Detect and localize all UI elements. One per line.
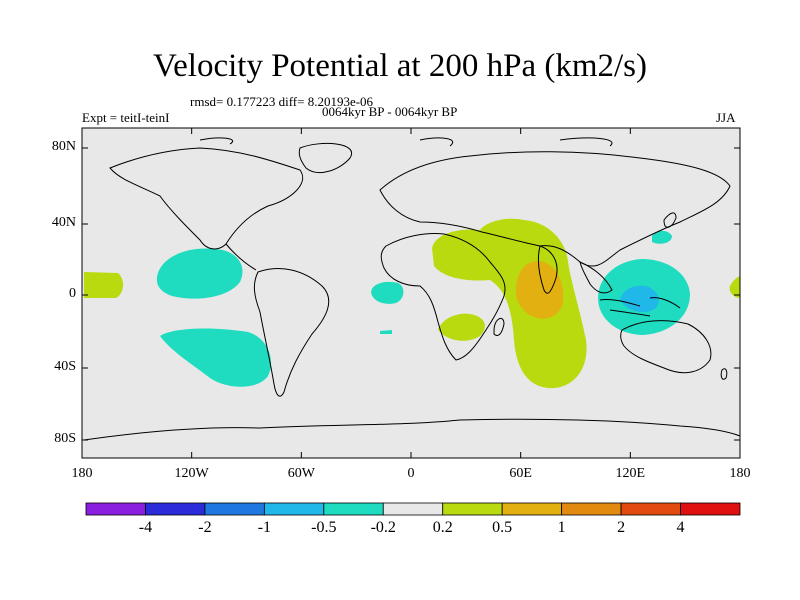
coast-australia bbox=[620, 320, 712, 374]
colorbar-swatch bbox=[620, 502, 681, 516]
coast-india bbox=[537, 245, 558, 294]
colorbar-label: -4 bbox=[138, 519, 153, 536]
pos-region-dateline-west bbox=[84, 272, 124, 298]
coast-new-zealand bbox=[720, 368, 728, 380]
coast-central-america bbox=[225, 243, 257, 271]
neg-region-east-pacific bbox=[156, 248, 243, 299]
lat-tick-label: 80N bbox=[51, 139, 76, 154]
colorbar-label: 0.2 bbox=[432, 519, 453, 536]
colorbar-label: 0.5 bbox=[492, 519, 513, 536]
lon-tick-label: 60W bbox=[287, 466, 315, 481]
lat-tick-label: 0 bbox=[69, 286, 76, 301]
lon-tick-label: 180 bbox=[729, 466, 751, 481]
colorbar-swatch bbox=[442, 502, 503, 516]
colorbar-swatch bbox=[263, 502, 325, 516]
coast-japan bbox=[663, 212, 677, 228]
lon-tick-label: 0 bbox=[407, 466, 415, 481]
lat-tick-marks bbox=[82, 147, 740, 441]
neg-region-west-pacific bbox=[652, 230, 672, 244]
lat-tick-label: 40S bbox=[54, 359, 76, 374]
chart-title: Velocity Potential at 200 hPa (km2/s) bbox=[152, 48, 648, 84]
stats-text: rmsd= 0.177223 diff= 8.20193e-06 bbox=[190, 94, 374, 109]
colorbar-label: 1 bbox=[557, 519, 566, 536]
season-label: JJA bbox=[716, 110, 736, 125]
coast-indonesia bbox=[599, 297, 681, 317]
lon-tick-marks bbox=[81, 128, 741, 458]
colorbar-label: -0.2 bbox=[370, 519, 396, 536]
colorbar-label: 4 bbox=[676, 519, 685, 536]
pos-mid-arabian-sea bbox=[516, 261, 564, 319]
coast-south-america bbox=[253, 268, 330, 397]
coast-africa bbox=[380, 233, 506, 361]
colorbar-swatch bbox=[145, 502, 206, 516]
coast-greenland bbox=[298, 142, 353, 173]
neg-small-south-atlantic bbox=[380, 330, 392, 334]
anomaly-fields bbox=[84, 218, 740, 389]
colorbar-swatch bbox=[501, 502, 563, 516]
coast-arctic-islands bbox=[199, 137, 613, 147]
colorbar-label: 2 bbox=[617, 519, 626, 536]
colorbar bbox=[85, 502, 741, 516]
pos-region-south-africa bbox=[438, 313, 485, 341]
lon-tick-label: 180 bbox=[71, 466, 93, 481]
colorbar-label: -2 bbox=[198, 519, 212, 536]
coastlines bbox=[83, 137, 741, 441]
coast-antarctica bbox=[83, 418, 741, 441]
colorbar-swatch bbox=[680, 502, 741, 516]
colorbar-swatch bbox=[204, 502, 265, 516]
colorbar-label: -1 bbox=[257, 519, 272, 536]
pos-region-africa-indian bbox=[432, 218, 587, 389]
coast-north-america bbox=[109, 147, 304, 250]
period-label: 0064kyr BP - 0064kyr BP bbox=[322, 104, 458, 119]
lat-tick-label: 40N bbox=[51, 215, 76, 230]
experiment-label: Expt = teitI-teinI bbox=[82, 110, 170, 125]
neg-mid-maritime-continent bbox=[620, 285, 659, 313]
colorbar-label: -0.5 bbox=[311, 519, 337, 536]
coast-southeast-asia bbox=[579, 261, 613, 294]
lat-tick-label: 80S bbox=[54, 431, 76, 446]
lon-tick-label: 120E bbox=[615, 466, 646, 481]
neg-region-south-pacific bbox=[160, 328, 272, 387]
colorbar-swatch bbox=[382, 502, 444, 516]
pos-region-dateline-east bbox=[729, 276, 740, 298]
colorbar-swatch bbox=[85, 502, 146, 516]
coast-europe-asia bbox=[379, 151, 731, 267]
coast-madagascar bbox=[493, 317, 505, 337]
colorbar-swatch bbox=[323, 502, 384, 516]
neg-region-atlantic bbox=[371, 281, 404, 304]
lon-tick-label: 60E bbox=[509, 466, 532, 481]
lon-tick-label: 120W bbox=[174, 466, 209, 481]
colorbar-swatch bbox=[561, 502, 622, 516]
